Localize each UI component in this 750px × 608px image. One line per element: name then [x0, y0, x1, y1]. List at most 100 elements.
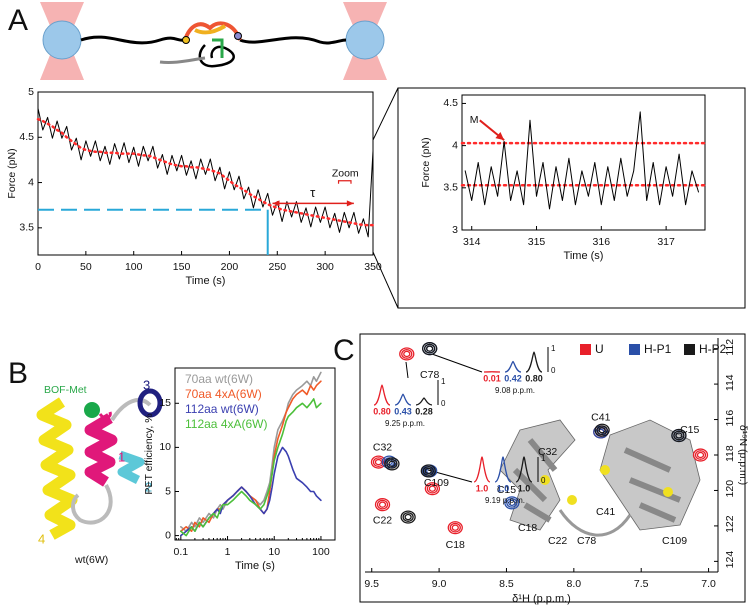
y-tick-label: 4	[452, 139, 458, 151]
nmr-peak	[422, 342, 438, 356]
peak-contour	[399, 347, 415, 361]
slice-peak	[504, 360, 522, 373]
slice-peak	[525, 351, 543, 373]
x-tick-label: 150	[173, 261, 191, 273]
peak-contour	[426, 483, 439, 494]
peak-contour	[449, 522, 461, 533]
peak-contour	[598, 426, 606, 434]
peak-contour	[378, 501, 387, 508]
y-tick-label: 118	[724, 445, 736, 462]
slice-scale: 1	[551, 344, 556, 353]
series-line	[464, 111, 699, 210]
x-tick-label: 315	[528, 236, 546, 248]
nmr-peak	[504, 496, 520, 510]
slice-value: 0.01	[483, 373, 501, 383]
x-tick-label: 314	[463, 236, 481, 248]
trap-schematic	[40, 2, 387, 80]
peak-contour	[403, 350, 411, 358]
legend-entry: H-P2	[699, 342, 727, 356]
series-line	[180, 380, 322, 532]
nmr-peak	[447, 521, 463, 535]
peak-contour	[506, 497, 518, 508]
nmr-peak	[692, 448, 709, 462]
peak-contour	[401, 349, 413, 359]
peak-contour	[694, 450, 707, 460]
helix-label: 1	[118, 449, 125, 464]
x-tick-label: 0	[35, 261, 41, 273]
zoom-box	[397, 87, 746, 309]
slice-value: 0.28	[415, 406, 433, 416]
peak-contour	[424, 343, 436, 354]
x-tick-label: 7.5	[634, 578, 649, 590]
y-tick-label: 120	[724, 480, 736, 498]
y-axis-label: PET efficiency, %	[143, 413, 155, 494]
panel-c-frame	[359, 333, 746, 603]
annotation: C18	[446, 539, 465, 551]
y-axis-label: Force (pN)	[6, 148, 18, 198]
y-tick-label: 116	[724, 410, 736, 427]
x-tick-label: 200	[221, 261, 239, 273]
slice-peak	[473, 456, 491, 483]
peak-contour	[404, 513, 412, 521]
structure-label: C109	[662, 535, 687, 547]
peak-contour	[696, 451, 705, 459]
legend-entry: 112aa 4xA(6W)	[185, 417, 267, 431]
slice-value: 0.42	[504, 373, 522, 383]
annotation: C15	[680, 424, 699, 436]
x-tick-label: 10	[268, 546, 280, 558]
x-tick-label: 9.5	[364, 578, 379, 590]
slice-scale: 0	[441, 399, 446, 408]
arrow-head	[495, 131, 505, 141]
structure-label: C32	[538, 446, 557, 458]
x-tick-label: 100	[125, 261, 143, 273]
slice-peak	[394, 393, 412, 406]
peak-contour	[424, 482, 441, 496]
probe-label: BOF-Met	[44, 384, 87, 396]
plot-frame	[461, 94, 706, 231]
x-tick-label: 100	[312, 546, 330, 558]
slice-scale: 0	[541, 476, 546, 485]
annotation: C15	[497, 484, 516, 496]
peak-contour	[384, 457, 400, 471]
plot-frame	[174, 367, 336, 541]
nmr-peak	[374, 498, 391, 512]
peak-contour	[673, 430, 685, 441]
slice-connector	[431, 353, 483, 373]
helix-label: 4	[38, 531, 45, 546]
slice-value: 1.0	[476, 483, 489, 493]
structure-label: C18	[518, 522, 537, 534]
helix-label: 2	[145, 479, 152, 494]
y-tick-label: 114	[724, 374, 736, 391]
y-tick-label: 3.5	[19, 222, 34, 234]
peak-contour	[388, 460, 396, 468]
zoom-connector	[372, 251, 399, 309]
structure-label: C22	[548, 535, 567, 547]
nmr-peak	[594, 423, 610, 437]
y-tick-label: 0	[165, 529, 171, 541]
peak-contour	[424, 467, 432, 475]
y-tick-label: 112	[724, 339, 736, 356]
x-axis-label: δ¹H (p.p.m.)	[512, 593, 571, 605]
y-tick-label: 4.5	[19, 131, 34, 143]
structure-label: C78	[577, 535, 596, 547]
y-axis-label: Force (pN)	[420, 137, 432, 187]
peak-contour	[386, 458, 398, 469]
x-tick-label: 316	[593, 236, 611, 248]
x-tick-label: 250	[269, 261, 287, 273]
x-tick-label: 317	[657, 236, 675, 248]
y-tick-label: 4.5	[443, 97, 458, 109]
legend-swatch	[629, 344, 640, 355]
peak-contour	[451, 524, 459, 531]
x-axis-label: Time (s)	[235, 560, 275, 572]
x-tick-label: 8.0	[567, 578, 582, 590]
peak-contour	[422, 342, 438, 356]
slice-peak	[494, 456, 512, 483]
y-axis-label: δ¹⁵N (p.p.m.)	[737, 425, 749, 485]
slice-scale: 1	[541, 454, 546, 463]
series-line	[180, 371, 322, 532]
legend-entry: 70aa wt(6W)	[185, 372, 253, 386]
legend-swatch	[580, 344, 591, 355]
peak-contour	[426, 345, 434, 352]
peak-contour	[692, 448, 709, 462]
